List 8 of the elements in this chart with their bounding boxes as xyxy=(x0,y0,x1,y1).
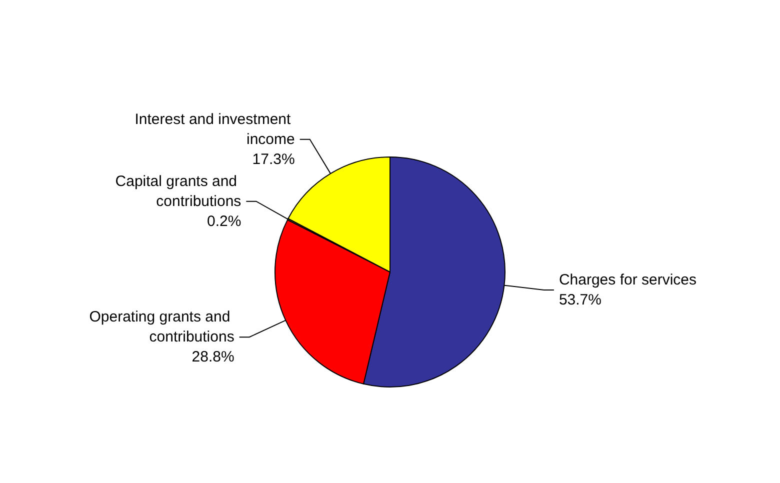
data-label: 17.3% xyxy=(252,150,295,168)
slice-label: Capital grants and contributions xyxy=(115,172,242,210)
slice-label: Charges for services xyxy=(558,271,697,288)
data-label: 0.2% xyxy=(206,212,242,230)
data-label: 28.8% xyxy=(192,348,234,366)
slice-label: Interest and investment income xyxy=(134,110,295,148)
slice-label: Operating grants and contributions xyxy=(89,308,234,346)
data-label: 53.7% xyxy=(558,291,602,308)
